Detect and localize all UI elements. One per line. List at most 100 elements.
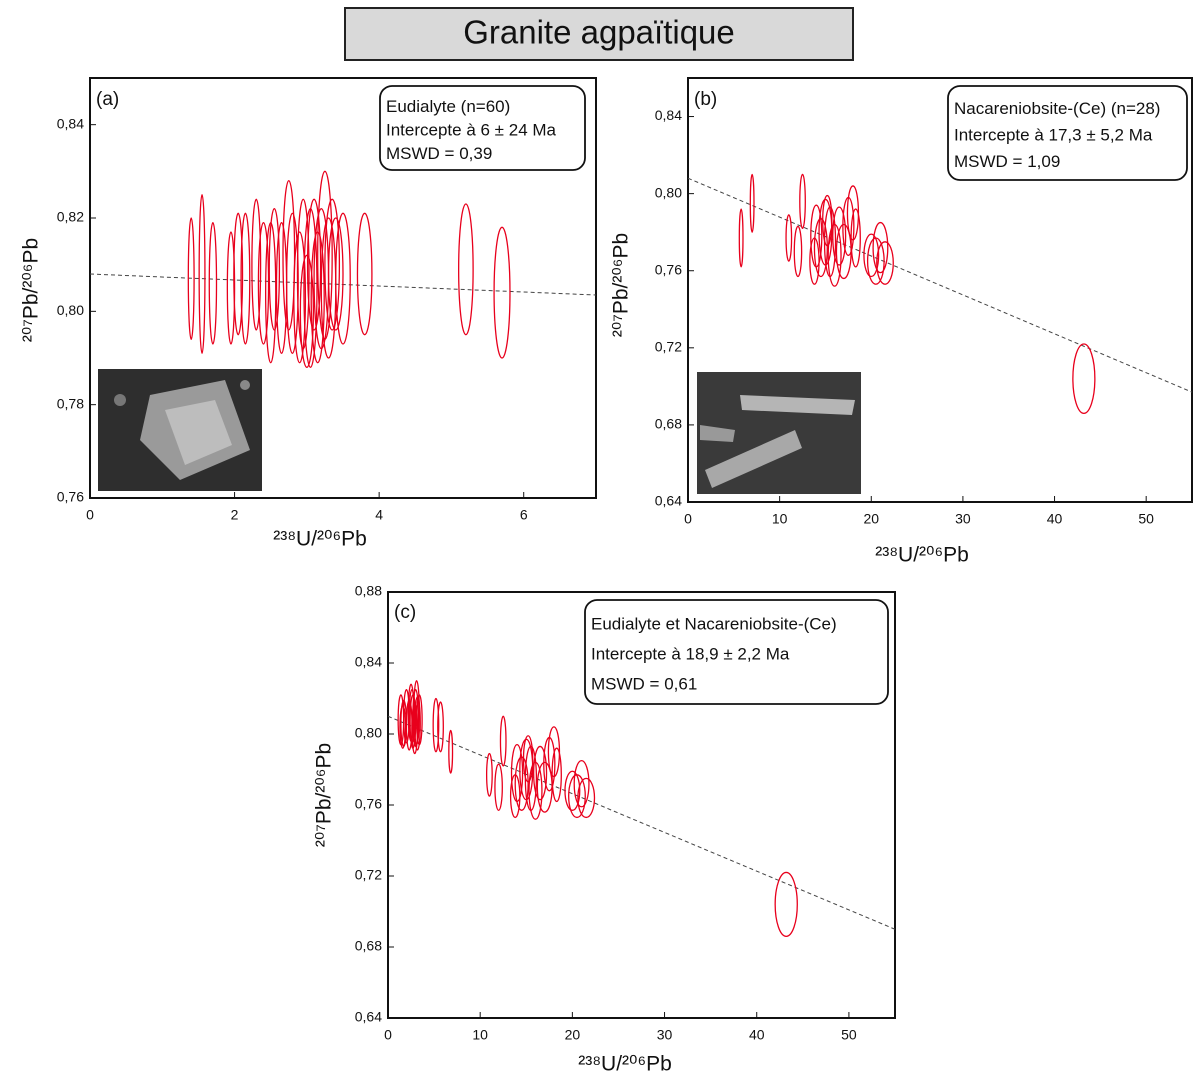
error-ellipse: [809, 237, 820, 285]
error-ellipse: [399, 704, 407, 749]
error-ellipse: [832, 206, 847, 266]
x-tick-label: 20: [565, 1027, 581, 1043]
x-tick-label: 30: [657, 1027, 673, 1043]
annotation-box: [584, 599, 889, 705]
annotation-line: Nacareniobsite-(Ce) (n=28): [954, 99, 1160, 118]
x-tick-label: 10: [472, 1027, 488, 1043]
x-tick-label: 40: [1047, 511, 1063, 527]
error-ellipse: [499, 715, 507, 767]
y-tick-label: 0,64: [655, 493, 682, 509]
error-ellipse: [493, 226, 511, 359]
error-ellipse: [317, 170, 333, 340]
error-ellipse: [324, 198, 341, 331]
error-ellipse: [509, 774, 521, 819]
x-tick-label: 0: [684, 511, 692, 527]
x-tick-label: 6: [520, 507, 528, 523]
x-axis-label: ²³⁸U/²⁰⁶Pb: [875, 544, 969, 567]
inset-image-b: [697, 372, 861, 494]
error-ellipse: [785, 214, 793, 262]
error-ellipse: [827, 223, 842, 287]
annotation-line: Eudialyte (n=60): [386, 97, 510, 116]
y-tick-label: 0,78: [57, 395, 84, 411]
error-ellipse: [240, 212, 251, 345]
x-axis-label: ²³⁸U/²⁰⁶Pb: [578, 1053, 672, 1076]
error-ellipse: [408, 688, 416, 744]
x-tick-label: 2: [231, 507, 239, 523]
y-tick-label: 0,84: [57, 115, 84, 131]
x-tick-label: 20: [863, 511, 879, 527]
y-axis-label: ²⁰⁷Pb/²⁰⁶Pb: [610, 233, 633, 337]
error-ellipse: [1072, 343, 1096, 414]
annotation-line: Intercepte à 18,9 ± 2,2 Ma: [591, 644, 790, 663]
annotation-box: [379, 85, 586, 171]
error-ellipse: [738, 208, 744, 268]
y-tick-label: 0,68: [655, 416, 682, 432]
error-ellipse: [437, 701, 444, 753]
error-ellipse: [564, 770, 581, 811]
y-tick-label: 0,72: [655, 339, 682, 355]
regression-line: [687, 177, 1193, 393]
error-ellipse: [863, 233, 880, 278]
error-ellipse: [448, 729, 454, 774]
x-tick-label: 10: [772, 511, 788, 527]
annotation-line: MSWD = 1,09: [954, 152, 1060, 171]
x-tick-label: 50: [841, 1027, 857, 1043]
annotation-line: MSWD = 0,39: [386, 144, 492, 163]
regression-line: [387, 715, 896, 930]
y-tick-label: 0,76: [57, 489, 84, 505]
title-box: [344, 7, 854, 61]
error-ellipse: [494, 763, 503, 811]
error-ellipse: [573, 759, 590, 808]
x-tick-label: 40: [749, 1027, 765, 1043]
x-tick-label: 30: [955, 511, 971, 527]
error-ellipse: [356, 212, 373, 336]
error-ellipse: [251, 198, 262, 331]
y-tick-label: 0,64: [355, 1009, 382, 1025]
error-ellipse: [187, 217, 195, 340]
y-tick-label: 0,72: [355, 867, 382, 883]
error-ellipse: [306, 198, 322, 331]
y-tick-label: 0,80: [355, 725, 382, 741]
error-ellipse: [299, 254, 315, 368]
y-axis-label: ²⁰⁷Pb/²⁰⁶Pb: [313, 743, 336, 847]
error-ellipse: [522, 735, 534, 783]
annotation-line: MSWD = 0,61: [591, 674, 697, 693]
error-ellipse: [296, 198, 310, 350]
error-ellipse: [793, 225, 803, 278]
y-tick-label: 0,88: [355, 583, 382, 599]
annotation-line: Intercepte à 17,3 ± 5,2 Ma: [954, 125, 1153, 144]
error-ellipse: [458, 203, 474, 336]
annotation-line: Eudialyte et Nacareniobsite-(Ce): [591, 614, 837, 633]
error-ellipse: [876, 241, 894, 285]
y-tick-label: 0,84: [655, 107, 682, 123]
error-ellipse: [866, 237, 885, 285]
error-ellipse: [485, 752, 493, 797]
annotation-box: [947, 85, 1188, 181]
y-tick-label: 0,76: [655, 261, 682, 277]
error-ellipse: [749, 173, 755, 233]
error-ellipse: [293, 231, 307, 364]
error-ellipse: [551, 747, 562, 803]
error-ellipse: [327, 217, 344, 331]
error-ellipse: [822, 194, 833, 247]
x-tick-label: 0: [86, 507, 94, 523]
error-ellipse: [233, 212, 244, 336]
y-tick-label: 0,80: [655, 184, 682, 200]
annotation-line: Intercepte à 6 ± 24 Ma: [386, 120, 557, 139]
error-ellipse: [198, 194, 206, 354]
error-ellipse: [774, 871, 798, 938]
error-ellipse: [285, 212, 299, 354]
y-axis-label: ²⁰⁷Pb/²⁰⁶Pb: [20, 238, 43, 342]
figure-title: Granite agpaïtique: [463, 14, 735, 51]
panel-label: (a): [96, 89, 119, 110]
panel-label: (c): [394, 602, 416, 623]
error-ellipse: [799, 173, 806, 229]
y-tick-label: 0,76: [355, 796, 382, 812]
y-tick-label: 0,84: [355, 654, 382, 670]
y-tick-label: 0,80: [57, 302, 84, 318]
error-ellipse: [872, 221, 889, 274]
y-tick-label: 0,68: [355, 938, 382, 954]
error-ellipse: [432, 697, 440, 753]
error-ellipse: [528, 761, 543, 820]
